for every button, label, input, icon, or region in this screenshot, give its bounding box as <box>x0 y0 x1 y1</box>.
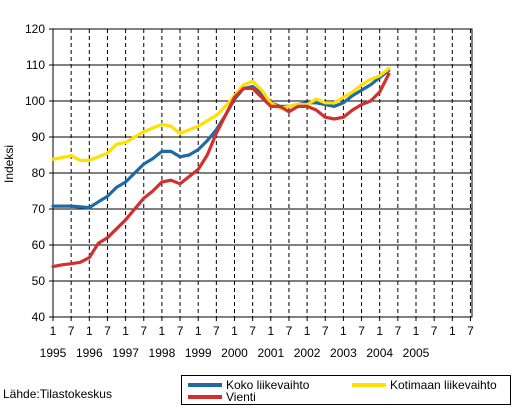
legend-label-kotimaan: Kotimaan liikevaihto <box>390 378 497 392</box>
y-tick-label: 40 <box>32 310 46 324</box>
x-tick-label: 7 <box>177 324 184 338</box>
x-tick-label: 7 <box>249 324 256 338</box>
legend-item-kotimaan: Kotimaan liikevaihto <box>352 378 497 392</box>
x-tick-label: 1 <box>50 324 57 338</box>
x-tick-label: 1 <box>304 324 311 338</box>
x-year-label: 1999 <box>185 346 212 360</box>
y-tick-label: 110 <box>26 58 45 72</box>
x-tick-label: 7 <box>286 324 293 338</box>
x-year-label: 2004 <box>366 346 393 360</box>
y-tick-label: 70 <box>32 202 46 216</box>
x-tick-label: 7 <box>140 324 147 338</box>
x-tick-label: 1 <box>340 324 347 338</box>
x-year-label: 1996 <box>76 346 103 360</box>
y-tick-label: 60 <box>32 238 46 252</box>
x-year-label: 1995 <box>40 346 67 360</box>
y-tick-label: 50 <box>32 274 46 288</box>
x-tick-label: 7 <box>467 324 474 338</box>
x-year-label: 1998 <box>149 346 176 360</box>
legend-label-koko: Koko liikevaihto <box>226 378 310 392</box>
x-tick-label: 1 <box>122 324 129 338</box>
x-tick-label: 7 <box>431 324 438 338</box>
x-tick-label: 1 <box>449 324 456 338</box>
legend-item-koko: Koko liikevaihto <box>188 378 309 392</box>
legend: Koko liikevaihto Kotimaan liikevaihto Vi… <box>181 375 511 405</box>
y-tick-label: 120 <box>25 22 45 36</box>
legend-swatch-vienti <box>188 395 222 399</box>
x-tick-label: 1 <box>376 324 383 338</box>
x-tick-label: 7 <box>395 324 402 338</box>
x-tick-label: 1 <box>159 324 166 338</box>
x-tick-label: 1 <box>267 324 274 338</box>
x-year-label: 1997 <box>112 346 139 360</box>
x-tick-label: 1 <box>413 324 420 338</box>
series-line-1 <box>51 66 391 162</box>
legend-swatch-kotimaan <box>352 383 386 387</box>
legend-label-vienti: Vienti <box>226 390 256 404</box>
x-tick-label: 1 <box>195 324 202 338</box>
x-tick-label: 7 <box>322 324 329 338</box>
legend-item-vienti: Vienti <box>188 390 256 404</box>
x-year-label: 2001 <box>257 346 284 360</box>
y-tick-label: 90 <box>32 130 46 144</box>
y-tick-label: 80 <box>32 166 46 180</box>
source-note: Lähde:Tilastokeskus <box>3 387 112 401</box>
x-year-label: 2005 <box>403 346 430 360</box>
x-year-label: 2002 <box>294 346 321 360</box>
x-tick-label: 7 <box>213 324 220 338</box>
x-tick-label: 7 <box>358 324 365 338</box>
y-tick-label: 100 <box>25 94 45 108</box>
y-axis-label: Indeksi <box>2 144 16 183</box>
x-tick-label: 1 <box>86 324 93 338</box>
x-tick-label: 7 <box>68 324 75 338</box>
x-tick-label: 1 <box>231 324 238 338</box>
series-line-2 <box>51 72 391 269</box>
x-year-label: 2000 <box>221 346 248 360</box>
x-tick-label: 7 <box>104 324 111 338</box>
legend-swatch-koko <box>188 383 222 387</box>
x-year-label: 2003 <box>330 346 357 360</box>
